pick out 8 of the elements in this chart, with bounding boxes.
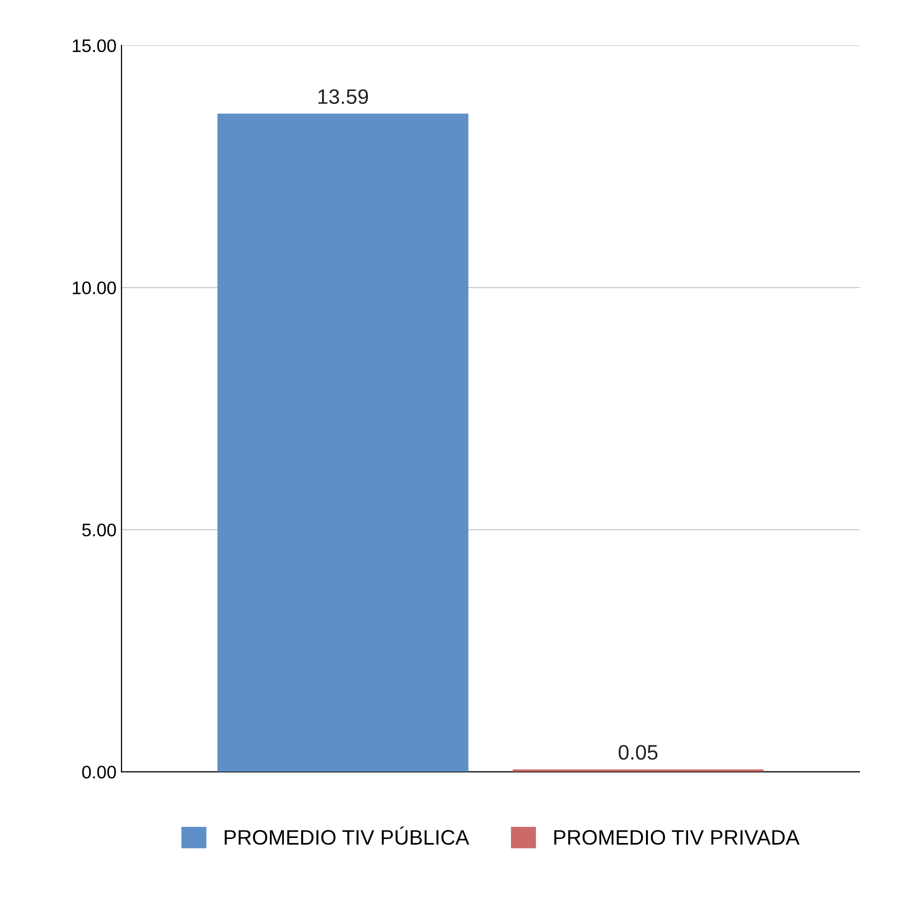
y-tick-label: 15.00: [72, 39, 116, 52]
y-tick-label: 0.00: [82, 766, 116, 779]
data-label: 0.05: [618, 744, 658, 760]
data-label: 13.59: [318, 89, 368, 104]
y-tick-label: 10.00: [72, 281, 116, 294]
legend-label: PROMEDIO TIV PRIVADA: [554, 830, 800, 845]
y-tick-label: 5.00: [82, 524, 116, 536]
legend-label: PROMEDIO TIV PÚBLICA: [224, 826, 470, 845]
